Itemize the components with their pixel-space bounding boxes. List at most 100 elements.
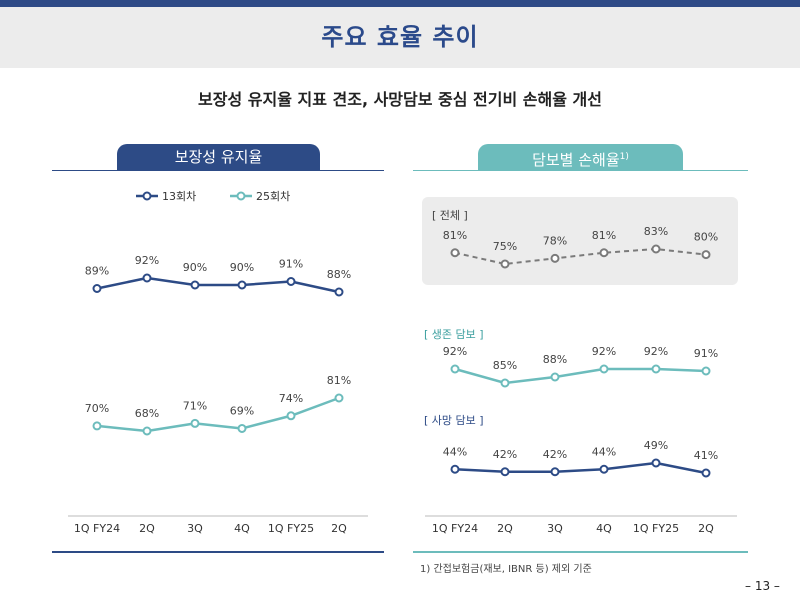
page-number: – 13 – [745, 579, 780, 593]
loss-death-data-label: 42% [543, 448, 567, 461]
retention-25th-point [286, 411, 296, 421]
retention-x-tick-label: 4Q [234, 522, 250, 535]
loss-x-tick-label: 1Q FY24 [432, 522, 478, 535]
retention-13th-data-label: 88% [327, 268, 351, 281]
loss-survival-point [599, 364, 609, 374]
retention-25th-data-label: 70% [85, 402, 109, 415]
right-panel-footnote-mark: 1) [619, 152, 629, 162]
loss-x-tick-label: 1Q FY25 [633, 522, 679, 535]
loss-survival-data-label: 88% [543, 353, 567, 366]
retention-25th-data-label: 74% [279, 392, 303, 405]
loss-survival-data-label: 92% [443, 345, 467, 358]
loss-survival-line [454, 367, 707, 385]
loss-survival-point [550, 372, 560, 382]
loss-survival-data-label: 85% [493, 359, 517, 372]
series-label-total: [ 전체 ] [432, 209, 468, 222]
loss-total-point [651, 244, 661, 254]
loss-total-point [450, 248, 460, 258]
retention-13th-point [92, 284, 102, 293]
retention-25th-data-label: 71% [183, 399, 207, 412]
loss-x-tick-label: 3Q [547, 522, 563, 535]
loss-death-point [500, 467, 510, 477]
loss-x-tick-label: 4Q [596, 522, 612, 535]
loss-total-data-label: 81% [592, 229, 616, 242]
loss-survival-data-label: 91% [694, 347, 718, 360]
left-panel-title-text: 보장성 유지율 [174, 148, 263, 166]
right-panel-rule [413, 170, 748, 171]
top-accent-bar [0, 0, 800, 7]
title-bar [0, 7, 800, 68]
legend-label: 13회차 [162, 190, 196, 203]
retention-13th-point [334, 287, 344, 297]
loss-death-point [701, 468, 711, 478]
retention-25th-point [92, 421, 102, 431]
right-panel-bottom-rule [413, 551, 748, 553]
loss-survival-data-label: 92% [644, 345, 668, 358]
right-panel-title-text: 담보별 손해율 [532, 151, 620, 169]
footnote: 1) 간접보험금(재보, IBNR 등) 제외 기준 [420, 564, 592, 575]
right-panel-title: 담보별 손해율1) [478, 144, 683, 170]
loss-death-point [450, 464, 460, 474]
loss-death-data-label: 49% [644, 439, 668, 452]
retention-25th-data-label: 68% [135, 407, 159, 420]
loss-total-data-label: 80% [694, 231, 718, 244]
retention-25th-point [334, 393, 344, 403]
loss-total-point [550, 253, 560, 263]
loss-total-point [500, 259, 510, 269]
retention-13th-data-label: 91% [279, 258, 303, 271]
retention-x-tick-label: 2Q [331, 522, 347, 535]
retention-13th-data-label: 92% [135, 254, 159, 267]
retention-13th-point [142, 273, 152, 283]
retention-13th-point [190, 280, 200, 290]
left-panel-rule [52, 170, 384, 171]
loss-death-point [550, 467, 560, 477]
series-label-survival: [ 생존 담보 ] [424, 328, 484, 341]
loss-total-line [454, 248, 707, 265]
legend-marker [236, 191, 246, 201]
loss-total-data-label: 75% [493, 240, 517, 253]
total-series-box [422, 197, 738, 285]
loss-x-tick-label: 2Q [497, 522, 513, 535]
legend-label: 25회차 [256, 190, 290, 203]
retention-25th-point [142, 426, 152, 436]
loss-total-point [599, 248, 609, 258]
loss-death-data-label: 42% [493, 448, 517, 461]
retention-13th-point [286, 277, 296, 286]
retention-13th-data-label: 89% [85, 265, 109, 278]
retention-25th-data-label: 81% [327, 374, 351, 387]
retention-13th-data-label: 90% [230, 261, 254, 274]
retention-25th-data-label: 69% [230, 404, 254, 417]
loss-death-data-label: 44% [592, 445, 616, 458]
retention-13th-line [96, 276, 340, 294]
loss-total-point [701, 250, 711, 260]
loss-death-point [651, 458, 661, 468]
loss-survival-data-label: 92% [592, 345, 616, 358]
loss-total-data-label: 83% [644, 225, 668, 238]
page-subtitle: 보장성 유지율 지표 견조, 사망담보 중심 전기비 손해율 개선 [198, 90, 602, 109]
retention-25th-line [96, 396, 340, 433]
retention-13th-point [237, 280, 247, 290]
page-title: 주요 효율 추이 [321, 23, 479, 51]
loss-death-line [454, 461, 707, 475]
loss-survival-point [701, 366, 711, 376]
loss-survival-point [450, 364, 460, 374]
loss-death-point [599, 464, 609, 474]
retention-x-tick-label: 1Q FY24 [74, 522, 120, 535]
loss-death-data-label: 41% [694, 449, 718, 462]
loss-total-data-label: 78% [543, 234, 567, 247]
legend-marker [142, 191, 152, 201]
retention-x-tick-label: 2Q [139, 522, 155, 535]
retention-25th-point [237, 423, 247, 433]
series-label-death: [ 사망 담보 ] [424, 414, 484, 427]
left-panel-bottom-rule [52, 551, 384, 553]
loss-survival-point [500, 378, 510, 388]
loss-death-data-label: 44% [443, 445, 467, 458]
loss-survival-point [651, 364, 661, 374]
retention-13th-data-label: 90% [183, 261, 207, 274]
left-panel-title: 보장성 유지율 [117, 144, 320, 170]
loss-total-data-label: 81% [443, 229, 467, 242]
retention-25th-point [190, 418, 200, 428]
retention-x-tick-label: 1Q FY25 [268, 522, 314, 535]
loss-x-tick-label: 2Q [698, 522, 714, 535]
